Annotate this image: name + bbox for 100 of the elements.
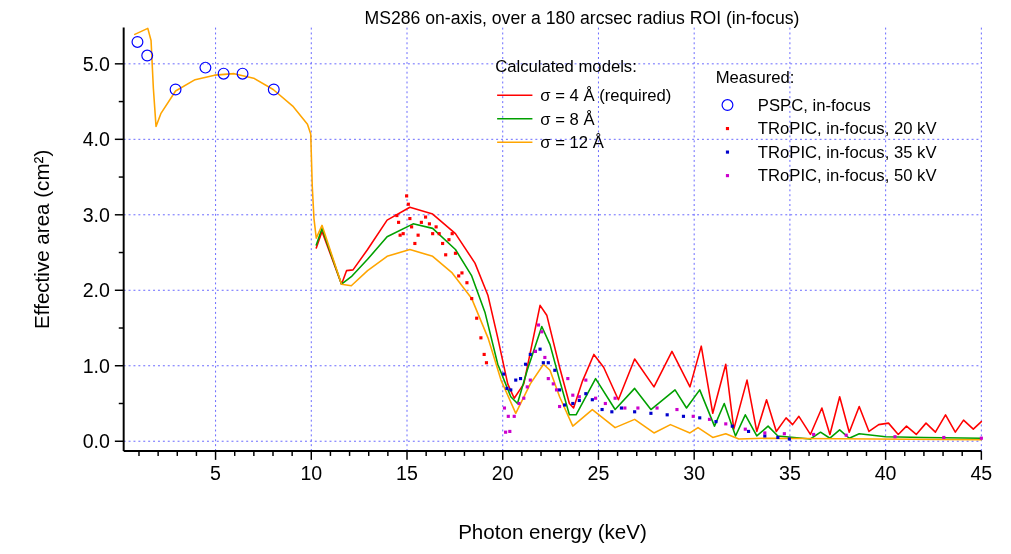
point bbox=[566, 377, 570, 381]
point bbox=[571, 401, 575, 406]
point bbox=[502, 406, 507, 410]
point bbox=[543, 355, 547, 360]
point bbox=[540, 330, 544, 334]
point bbox=[893, 435, 897, 439]
point bbox=[558, 388, 562, 392]
legend-label: σ = 12 Å bbox=[540, 133, 605, 153]
point bbox=[571, 393, 575, 397]
point bbox=[528, 352, 532, 356]
point bbox=[408, 217, 412, 221]
point bbox=[979, 436, 983, 440]
point bbox=[558, 404, 562, 409]
point bbox=[416, 233, 420, 237]
point bbox=[504, 430, 508, 434]
point bbox=[525, 385, 529, 389]
annotation: Measured: bbox=[715, 68, 795, 88]
point bbox=[441, 241, 445, 246]
x-tick-label: 5 bbox=[210, 462, 222, 485]
point bbox=[553, 368, 557, 372]
point bbox=[528, 378, 532, 382]
point bbox=[437, 232, 441, 236]
y-tick-label: 2.0 bbox=[82, 279, 111, 302]
point bbox=[577, 398, 581, 403]
x-tick-label: 40 bbox=[874, 462, 897, 485]
point bbox=[522, 396, 526, 400]
annotation: Calculated models: bbox=[495, 56, 637, 76]
point bbox=[444, 253, 448, 257]
point bbox=[406, 202, 410, 206]
x-tick-label: 10 bbox=[300, 462, 323, 485]
point bbox=[413, 241, 417, 246]
point bbox=[743, 427, 747, 431]
point bbox=[512, 414, 516, 418]
point bbox=[424, 215, 428, 219]
point bbox=[508, 429, 512, 433]
legend-label: PSPC, in-focus bbox=[757, 95, 871, 115]
point bbox=[453, 251, 458, 255]
point bbox=[509, 388, 513, 392]
point bbox=[812, 432, 816, 437]
point bbox=[619, 406, 623, 410]
x-tick-label: 35 bbox=[779, 462, 801, 485]
point bbox=[518, 377, 523, 381]
y-axis-title: Effective area (cm²) bbox=[30, 149, 54, 329]
point bbox=[613, 396, 617, 400]
point bbox=[475, 316, 479, 320]
point bbox=[484, 361, 489, 365]
point bbox=[584, 378, 588, 382]
x-tick-label: 30 bbox=[683, 462, 706, 485]
point bbox=[505, 386, 509, 390]
point bbox=[675, 407, 679, 412]
point bbox=[502, 372, 506, 376]
point bbox=[584, 392, 588, 396]
point bbox=[636, 406, 640, 410]
chart-title: MS286 on-axis, over a 180 arcsec radius ROI (in-focus) bbox=[364, 7, 800, 28]
point bbox=[942, 435, 946, 440]
x-tick-label: 20 bbox=[491, 462, 514, 485]
point bbox=[470, 297, 474, 301]
point bbox=[465, 281, 469, 285]
point bbox=[554, 388, 559, 392]
point bbox=[169, 83, 182, 96]
point bbox=[141, 49, 154, 62]
point bbox=[401, 232, 405, 236]
point bbox=[776, 435, 780, 440]
point bbox=[665, 413, 669, 417]
point bbox=[410, 225, 414, 229]
point bbox=[506, 414, 510, 418]
point bbox=[563, 403, 567, 407]
point bbox=[681, 414, 686, 418]
point bbox=[577, 395, 581, 399]
point bbox=[236, 67, 249, 80]
point bbox=[746, 429, 751, 433]
point bbox=[447, 238, 451, 242]
point bbox=[427, 222, 431, 226]
y-tick-label: 1.0 bbox=[82, 354, 111, 377]
point bbox=[730, 424, 734, 428]
point bbox=[600, 407, 604, 412]
legend-label: σ = 4 Å (required) bbox=[540, 86, 672, 106]
x-tick-label: 15 bbox=[396, 462, 419, 485]
point bbox=[419, 220, 423, 224]
y-tick-label: 0.0 bbox=[82, 430, 111, 453]
point bbox=[267, 83, 280, 96]
legend-label: TRoPIC, in-focus, 35 kV bbox=[757, 142, 938, 162]
x-tick-label: 25 bbox=[587, 462, 610, 485]
point bbox=[397, 220, 401, 224]
point bbox=[479, 336, 483, 340]
y-tick-label: 4.0 bbox=[82, 128, 111, 151]
point bbox=[633, 410, 637, 414]
y-tick-label: 5.0 bbox=[82, 52, 111, 75]
point bbox=[691, 414, 695, 418]
point bbox=[844, 433, 848, 437]
point bbox=[623, 406, 627, 410]
y-tick-label: 3.0 bbox=[82, 203, 111, 226]
point bbox=[551, 382, 555, 386]
point bbox=[655, 406, 659, 410]
point bbox=[457, 274, 461, 278]
point bbox=[395, 213, 399, 218]
point bbox=[217, 67, 230, 80]
point bbox=[431, 232, 435, 236]
point bbox=[724, 422, 728, 426]
point bbox=[398, 233, 402, 237]
